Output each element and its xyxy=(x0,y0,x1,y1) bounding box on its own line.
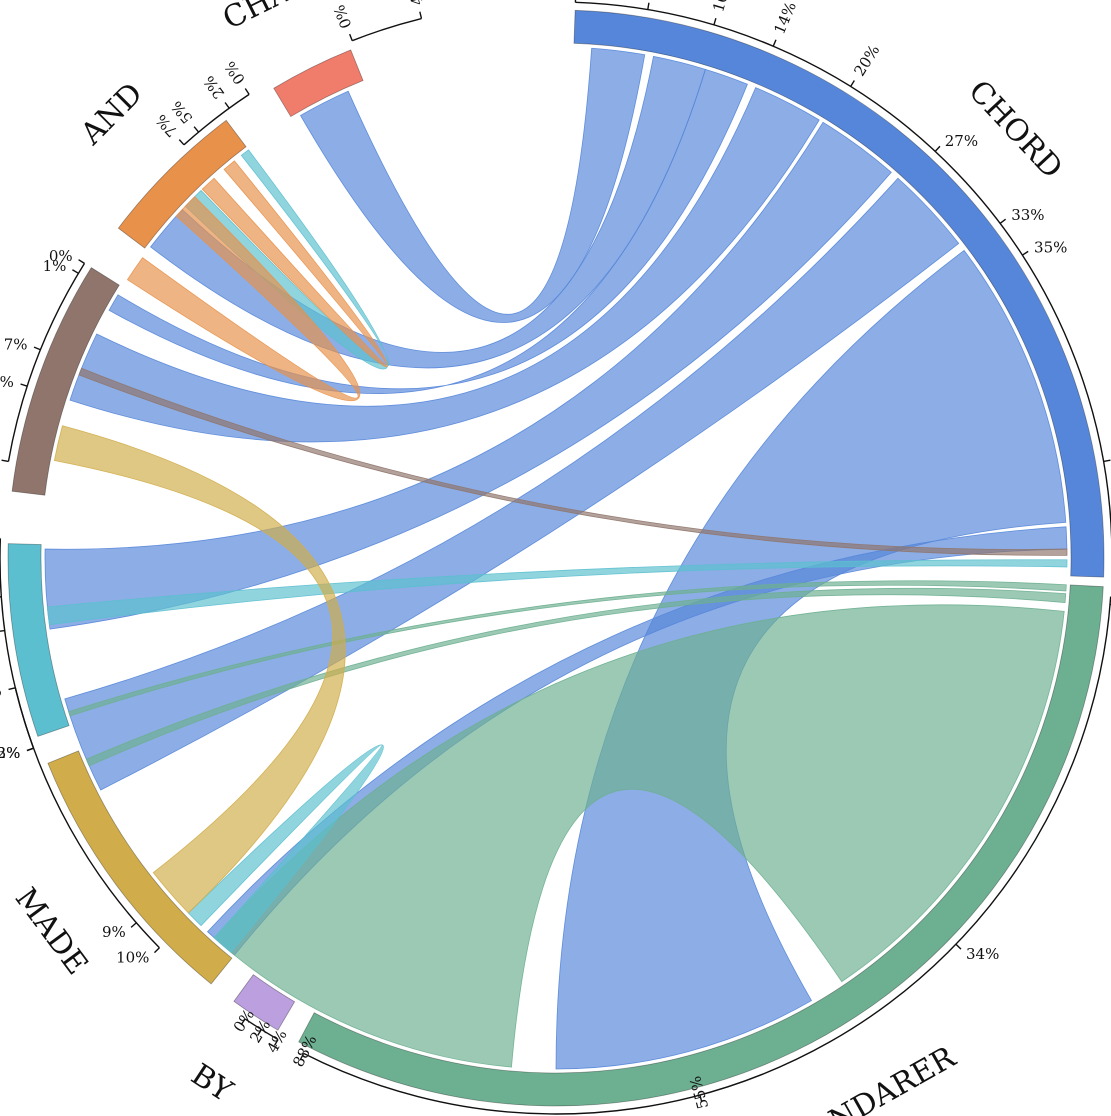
tick-mark-chord-5 xyxy=(934,145,941,152)
tick-mark-slandarer-2 xyxy=(955,943,962,950)
node-label-and: AND xyxy=(73,76,149,152)
tick-label-slandarer-2: 34% xyxy=(966,945,999,963)
ribbon-and-to-chart2-17 xyxy=(201,160,388,368)
tick-label-made-3: 10% xyxy=(116,949,149,967)
ribbon-slandarer-to-chart2-8 xyxy=(68,580,1067,717)
tick-mark-bichord-2 xyxy=(33,346,41,351)
tick-label-made-2: 9% xyxy=(102,923,126,941)
tick-mark-made-2 xyxy=(130,922,137,928)
tick-label-and-1: 2% xyxy=(200,72,229,102)
tick-label-and-0: 0% xyxy=(221,58,249,88)
tick-mark-and-3 xyxy=(178,139,185,146)
node-label-chord: CHORD xyxy=(961,74,1069,186)
tick-label-bichord-0: 0% xyxy=(49,247,73,265)
ribbon-chart2-to-and-12 xyxy=(184,149,390,370)
tick-label-chord-2: 10% xyxy=(709,0,736,14)
tick-mark-chord-4 xyxy=(850,80,855,87)
ribbon-chord-to-chart1-0 xyxy=(299,47,646,323)
tick-mark-chart1-1 xyxy=(419,11,423,19)
tick-label-bichord-1: 1% xyxy=(43,257,67,275)
node-arc-by xyxy=(233,974,296,1031)
ribbon-chord-to-chart2-4 xyxy=(44,121,892,630)
scale-line-chart2 xyxy=(0,538,35,749)
node-arc-made xyxy=(47,750,233,985)
node-arc-bichord xyxy=(11,267,120,496)
tick-label-chord-3: 14% xyxy=(770,0,800,37)
tick-label-made-0: 0% xyxy=(0,682,2,700)
node-arc-chart1 xyxy=(273,49,364,118)
tick-mark-and-0 xyxy=(244,88,250,95)
tick-mark-slandarer-3 xyxy=(699,1094,703,1103)
tick-mark-bichord-4 xyxy=(1,459,9,463)
node-arc-and xyxy=(117,119,247,249)
tick-label-bichord-2: 7% xyxy=(4,335,28,353)
tick-mark-bichord-3 xyxy=(20,383,28,387)
node-label-slandarer: SLANDARER xyxy=(769,1039,963,1116)
tick-mark-by-2 xyxy=(273,1039,279,1046)
tick-label-bichord-3: 9% xyxy=(0,373,14,391)
tick-mark-chart2-4 xyxy=(26,747,34,752)
tick-mark-chart1-0 xyxy=(349,33,353,41)
tick-mark-slandarer-4 xyxy=(299,1053,305,1060)
ribbon-slandarer-to-made-9 xyxy=(85,587,1067,767)
tick-mark-bichord-0 xyxy=(78,259,85,264)
tick-label-made-1: 3% xyxy=(0,744,20,762)
tick-mark-made-3 xyxy=(153,947,160,954)
ribbon-slandarer-to-by-10 xyxy=(213,604,1065,1068)
tick-label-chord-6: 33% xyxy=(1011,206,1044,224)
node-label-chart1: CHART xyxy=(217,0,334,37)
tick-mark-chord-6 xyxy=(999,218,1007,224)
scale-line-chart1 xyxy=(351,17,422,42)
ribbon-chord-to-bichord-2 xyxy=(108,68,748,394)
node-label-by: BY xyxy=(185,1057,240,1110)
ribbons-layer xyxy=(44,47,1068,1070)
tick-mark-and-1 xyxy=(224,102,230,109)
node-arc-slandarer xyxy=(298,584,1104,1107)
scale-line-bichord xyxy=(7,262,86,462)
scale-line-slandarer xyxy=(303,596,1111,1115)
tick-label-chart2-4: 12% xyxy=(0,744,20,762)
tick-mark-bichord-1 xyxy=(72,269,79,274)
tick-mark-chart2-3 xyxy=(0,629,5,632)
tick-mark-by-0 xyxy=(240,1018,246,1026)
tick-mark-and-2 xyxy=(193,126,200,133)
tick-mark-by-1 xyxy=(257,1029,262,1036)
node-arc-chart2 xyxy=(7,543,70,737)
node-arc-chord xyxy=(573,9,1105,578)
tick-mark-chord-7 xyxy=(1021,250,1029,256)
tick-label-chord-7: 35% xyxy=(1034,239,1067,257)
tick-mark-made-0 xyxy=(8,687,16,691)
tick-mark-chord-2 xyxy=(713,17,717,26)
tick-label-chord-5: 27% xyxy=(945,132,978,150)
tick-label-chord-4: 20% xyxy=(850,42,883,80)
tick-mark-chord-8 xyxy=(1103,459,1111,463)
ribbon-and-to-bichord-16 xyxy=(126,196,361,402)
ribbon-chart2-to-by-13 xyxy=(187,744,384,953)
scale-line-chord xyxy=(575,1,1111,541)
node-arcs-layer xyxy=(7,9,1105,1107)
node-label-made: MADE xyxy=(8,882,95,982)
ribbon-made-to-bichord-15 xyxy=(53,425,346,914)
ribbon-chord-to-bichord-3 xyxy=(69,87,820,443)
ribbon-bichord-to-chord-14 xyxy=(78,367,1068,556)
tick-mark-chord-1 xyxy=(647,2,650,10)
ribbon-chord-to-made-5 xyxy=(64,177,960,791)
tick-label-chart1-1: 4% xyxy=(404,0,427,7)
tick-mark-chord-3 xyxy=(772,39,777,47)
ribbon-chart2-to-chord-11 xyxy=(46,559,1068,626)
tick-label-chart1-0: 0% xyxy=(330,2,355,31)
scale-line-and xyxy=(183,93,250,146)
